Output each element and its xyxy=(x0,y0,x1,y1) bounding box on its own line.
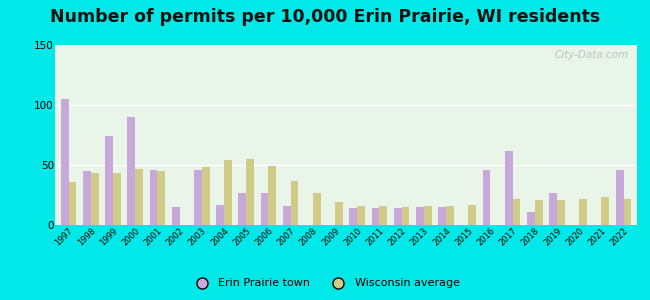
Bar xyxy=(394,208,402,225)
Bar xyxy=(416,207,424,225)
Bar xyxy=(468,205,476,225)
Bar xyxy=(224,160,232,225)
Bar xyxy=(105,136,113,225)
Bar xyxy=(358,206,365,225)
Bar xyxy=(624,199,631,225)
Bar xyxy=(246,159,254,225)
Bar xyxy=(402,207,410,225)
Bar xyxy=(549,193,557,225)
Bar xyxy=(135,169,143,225)
Bar xyxy=(91,173,99,225)
Bar xyxy=(438,207,446,225)
Bar xyxy=(268,166,276,225)
Bar xyxy=(513,199,521,225)
Bar xyxy=(291,181,298,225)
Bar xyxy=(68,182,76,225)
Bar xyxy=(527,212,535,225)
Bar xyxy=(505,151,513,225)
Bar xyxy=(535,200,543,225)
Bar xyxy=(313,193,320,225)
Bar xyxy=(446,206,454,225)
Bar xyxy=(157,171,165,225)
Legend: Erin Prairie town, Wisconsin average: Erin Prairie town, Wisconsin average xyxy=(186,274,464,293)
Bar xyxy=(261,193,268,225)
Bar xyxy=(113,173,121,225)
Bar xyxy=(380,206,387,225)
Bar xyxy=(616,170,624,225)
Bar xyxy=(579,199,587,225)
Bar xyxy=(424,206,432,225)
Bar xyxy=(557,200,565,225)
Bar xyxy=(283,206,291,225)
Bar xyxy=(150,170,157,225)
Bar xyxy=(83,171,91,225)
Bar xyxy=(216,205,224,225)
Bar xyxy=(483,170,491,225)
Bar xyxy=(194,170,202,225)
Text: City-Data.com: City-Data.com xyxy=(554,50,629,60)
Bar xyxy=(127,117,135,225)
Bar xyxy=(239,193,246,225)
Text: Number of permits per 10,000 Erin Prairie, WI residents: Number of permits per 10,000 Erin Prairi… xyxy=(50,8,600,26)
Bar xyxy=(350,208,358,225)
Bar xyxy=(202,167,209,225)
Bar xyxy=(601,197,609,225)
Bar xyxy=(172,207,179,225)
Bar xyxy=(335,202,343,225)
Bar xyxy=(61,99,68,225)
Bar xyxy=(372,208,380,225)
